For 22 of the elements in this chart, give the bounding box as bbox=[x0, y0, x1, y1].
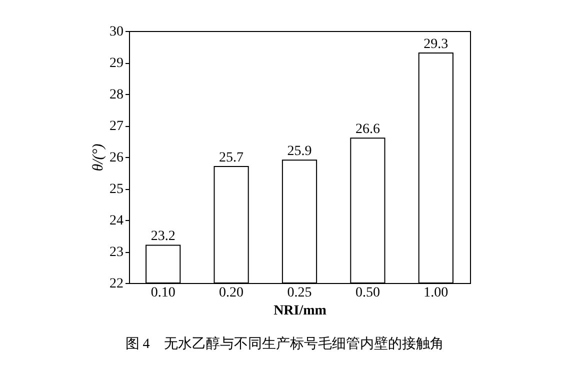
text: 图 4 无水乙醇与不同生产标号毛细管内壁的接触角 bbox=[125, 336, 444, 352]
x-tick-label: 0.10 bbox=[150, 286, 176, 300]
y-tick-label: 29 bbox=[110, 56, 124, 71]
y-tick-label: 23 bbox=[110, 245, 124, 260]
data-label: 26.6 bbox=[355, 122, 380, 138]
y-tick-label: 27 bbox=[110, 119, 124, 134]
y-axis-title: θ/(°) bbox=[90, 144, 106, 172]
y-tick-label: 28 bbox=[110, 88, 124, 102]
y-tick-label: 22 bbox=[110, 276, 124, 292]
y-tick-label: 25 bbox=[110, 182, 124, 197]
x-tick-label: 0.20 bbox=[219, 286, 244, 300]
x-tick-label: 1.00 bbox=[424, 286, 448, 300]
x-axis-title: NRI/mm bbox=[274, 304, 327, 318]
y-tick-label: 26 bbox=[110, 150, 124, 166]
data-label: 25.7 bbox=[219, 150, 244, 166]
data-label: 25.9 bbox=[287, 144, 312, 160]
y-tick-label: 30 bbox=[110, 24, 124, 40]
data-label: 29.3 bbox=[424, 37, 448, 52]
y-tick-label: 24 bbox=[110, 214, 124, 228]
data-label: 23.2 bbox=[150, 229, 176, 244]
x-tick-label: 0.50 bbox=[355, 286, 380, 300]
x-tick-label: 0.25 bbox=[287, 286, 312, 300]
